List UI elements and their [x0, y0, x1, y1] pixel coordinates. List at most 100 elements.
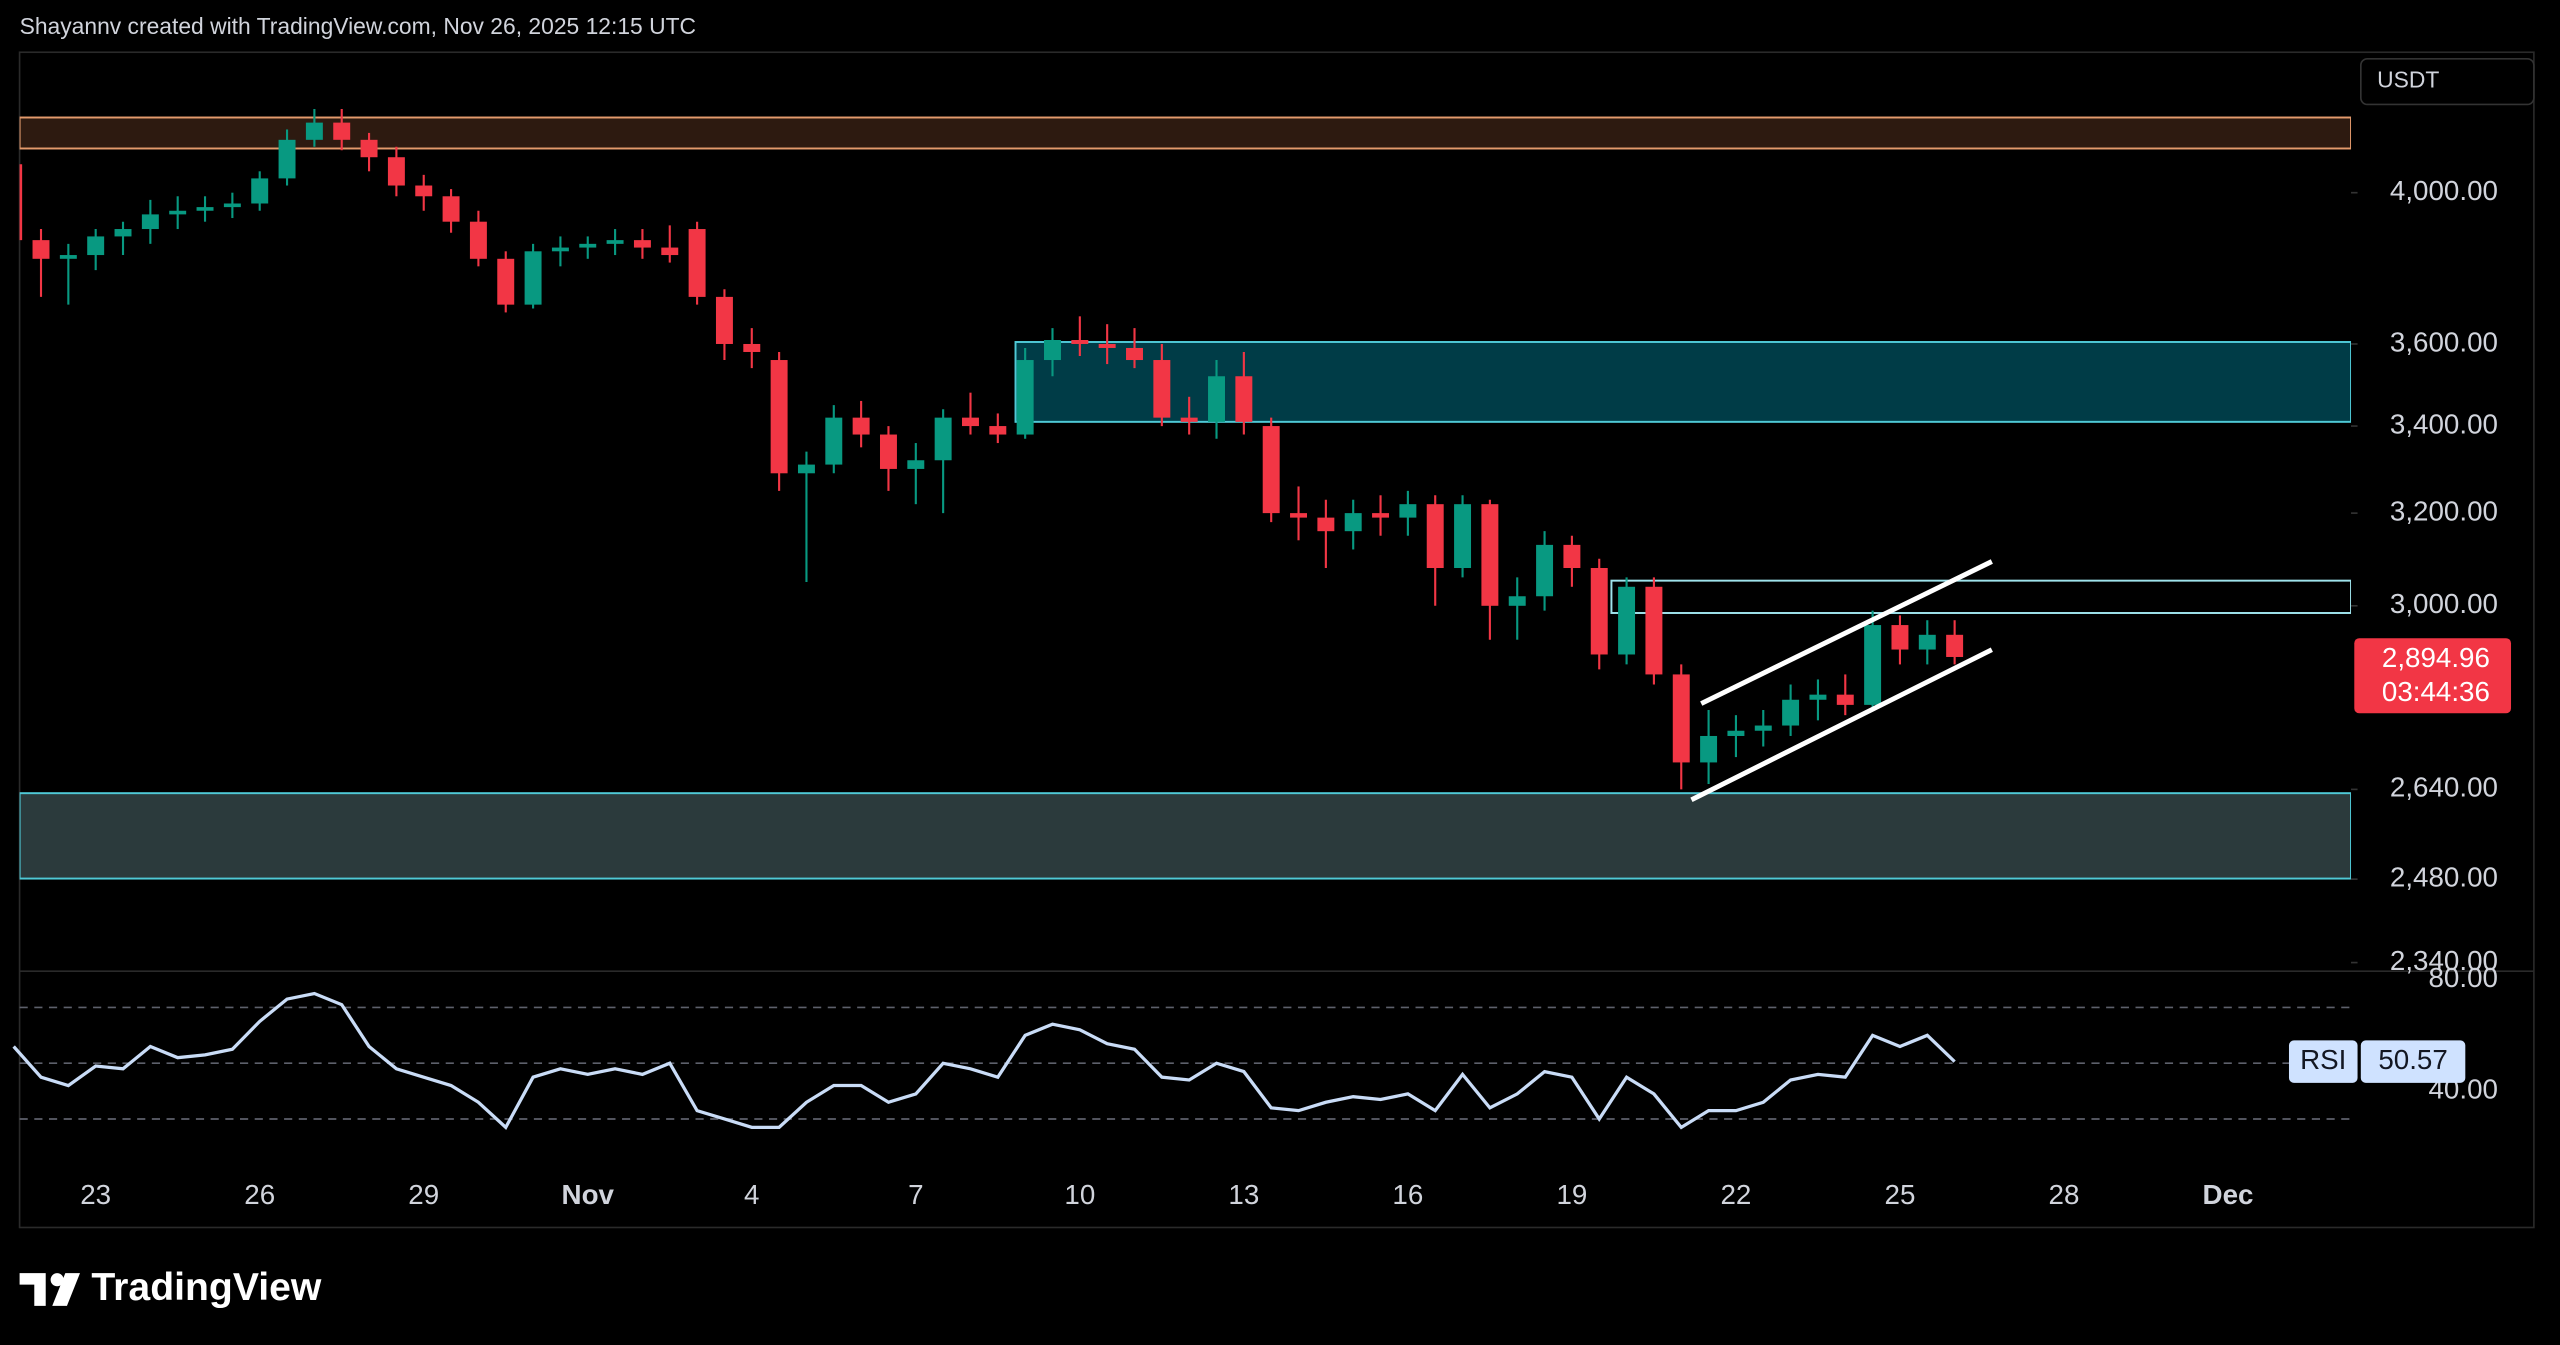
candle-body	[1645, 586, 1663, 675]
candle-body	[1071, 339, 1089, 344]
x-tick-label: 16	[1392, 1179, 1423, 1210]
candle-body	[469, 221, 487, 259]
candle-body	[551, 247, 569, 252]
candle-body	[333, 122, 351, 140]
y-tick-label: 2,640.00	[2390, 772, 2498, 803]
candle-body	[1126, 347, 1143, 361]
candle-body	[32, 240, 50, 259]
candle-body	[852, 417, 870, 435]
rsi-name: RSI	[2300, 1044, 2346, 1075]
candle-body	[1946, 634, 1964, 657]
y-tick-label: 2,340.00	[2390, 945, 2498, 976]
candle-body	[1180, 417, 1198, 422]
candles	[19, 109, 1964, 790]
rsi-tick-label: 80.00	[2428, 962, 2497, 993]
candle-body	[196, 207, 214, 211]
y-tick-label: 3,200.00	[2390, 495, 2498, 526]
candle-body	[1454, 504, 1472, 569]
candle-body	[1727, 730, 1745, 736]
candle-body	[989, 426, 1007, 435]
candle-body	[770, 360, 788, 474]
candle-body	[1344, 513, 1362, 532]
rsi-value-box	[2360, 1040, 2466, 1083]
candle-body	[1508, 596, 1526, 606]
zone	[1610, 579, 2352, 614]
candle-body	[141, 214, 159, 230]
candle-body	[169, 210, 187, 215]
zone	[19, 116, 2352, 150]
candle-body	[1262, 426, 1280, 514]
candle-body	[1864, 625, 1882, 705]
currency[interactable]: USDT	[2377, 67, 2439, 93]
candle-body	[688, 229, 706, 297]
candle-body	[1481, 504, 1499, 606]
candle-body	[907, 460, 925, 469]
candle-body	[1208, 376, 1225, 422]
rsi-name-box	[2288, 1040, 2358, 1083]
candle-body	[1235, 376, 1253, 422]
x-tick-label: 26	[244, 1179, 275, 1210]
logo-icon	[50, 1273, 64, 1287]
candle-body	[524, 251, 542, 305]
countdown: 03:44:36	[2382, 676, 2490, 707]
candle-body	[1836, 694, 1854, 705]
candle-body	[743, 343, 761, 352]
candle-body	[1098, 343, 1116, 348]
channel-upper	[1700, 559, 1993, 706]
candle-body	[1700, 735, 1718, 763]
candle-body	[497, 258, 515, 305]
currency-box[interactable]	[2360, 57, 2535, 106]
x-tick-label: 28	[2049, 1179, 2080, 1210]
candle-body	[1044, 339, 1061, 361]
candle-body	[360, 139, 378, 158]
candle-body	[606, 240, 624, 244]
x-tick-label: Dec	[2203, 1179, 2254, 1210]
candle-body	[715, 296, 733, 344]
candle-body	[251, 178, 269, 204]
candle-body	[1153, 360, 1171, 418]
rsi-line	[12, 991, 1956, 1130]
candle-body	[442, 196, 460, 222]
logo-icon	[19, 1273, 46, 1306]
y-tick-label: 2,480.00	[2390, 861, 2498, 892]
candle-body	[579, 243, 597, 248]
candle-body	[1891, 625, 1909, 650]
candle-body	[59, 255, 77, 259]
x-tick-label: 29	[408, 1179, 439, 1210]
x-tick-label: 23	[80, 1179, 111, 1210]
candle-body	[387, 157, 405, 186]
candle-body	[1782, 699, 1800, 726]
x-tick-label: 10	[1064, 1179, 1095, 1210]
y-tick-label: 3,000.00	[2390, 588, 2498, 619]
candle-body	[1918, 634, 1936, 650]
channel-lower	[1690, 647, 1993, 803]
x-tick-label: 25	[1885, 1179, 1916, 1210]
candle-body	[1317, 517, 1335, 532]
rsi-value: 50.57	[2378, 1044, 2447, 1075]
candle-body	[1426, 504, 1444, 569]
candle-body	[1563, 544, 1581, 569]
candle-body	[1536, 544, 1554, 597]
candle-body	[633, 240, 651, 248]
x-tick-label: Nov	[562, 1179, 615, 1210]
candle-body	[934, 417, 952, 461]
logo-icon	[52, 1273, 80, 1306]
candle-body	[962, 417, 979, 427]
candle-body	[1399, 504, 1417, 518]
x-tick-label: 4	[744, 1179, 759, 1210]
y-tick-label: 3,400.00	[2390, 408, 2498, 439]
candle-body	[1754, 725, 1772, 731]
x-tick-label: 7	[908, 1179, 923, 1210]
chart-frame	[18, 51, 2535, 1229]
last-price: 2,894.96	[2382, 642, 2490, 673]
candle-body	[305, 122, 323, 140]
candle-body	[1290, 513, 1308, 518]
x-tick-label: 13	[1228, 1179, 1259, 1210]
candle-body	[1809, 694, 1827, 700]
axes: 4,000.00 3,600.00 3,400.00 3,200.00 3,000.00…	[12, 175, 2498, 1210]
candle-body	[1590, 568, 1608, 655]
header: Shayannv created with TradingView.com, N…	[20, 13, 696, 39]
y-tick-label: 4,000.00	[2390, 175, 2498, 206]
